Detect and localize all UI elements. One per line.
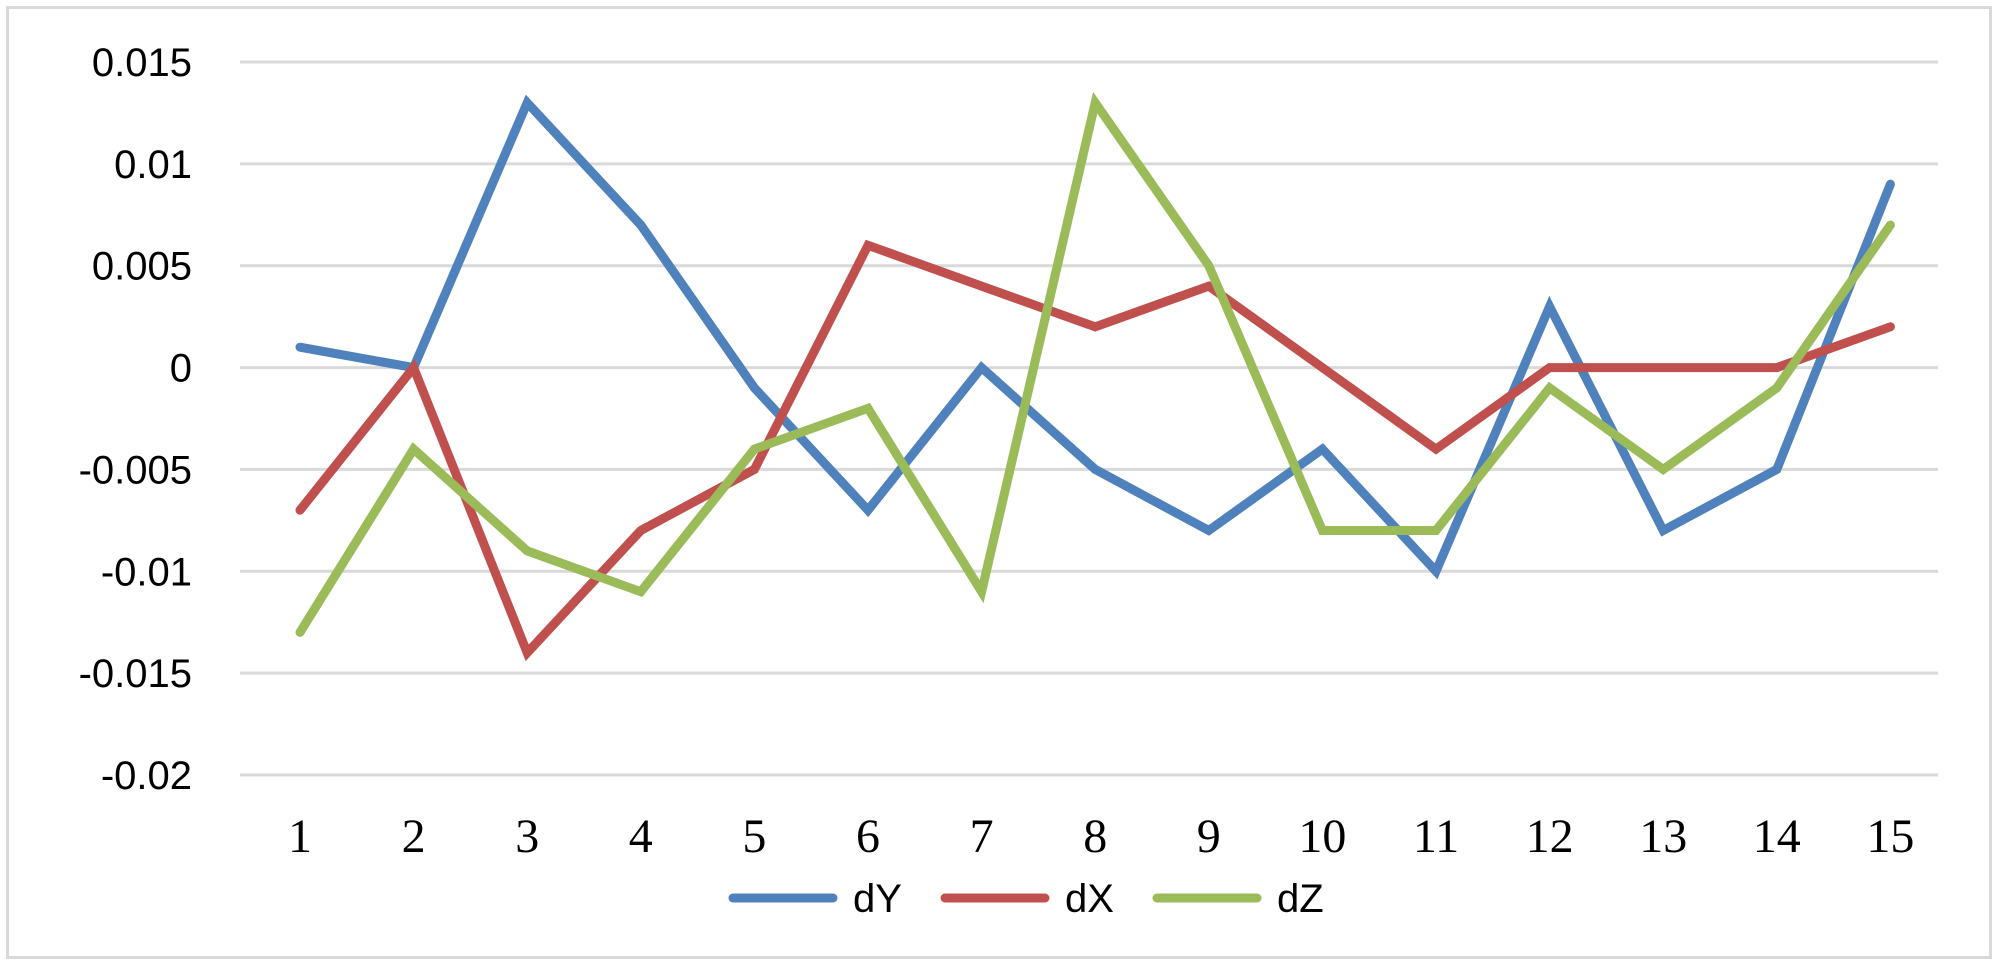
legend: dY dX dZ — [728, 877, 1324, 921]
x-tick-label: 13 — [1639, 810, 1687, 863]
x-tick-label: 12 — [1526, 810, 1574, 863]
y-axis-ticks: 0.015 0.01 0.005 0 -0.005 -0.01 -0.015 -0.02 — [79, 41, 192, 798]
x-tick-label: 7 — [970, 810, 994, 863]
series-line-dy — [295, 94, 1895, 580]
y-tick-label: -0.015 — [79, 652, 192, 696]
series-lines — [295, 91, 1895, 662]
x-tick-label: 2 — [402, 810, 426, 863]
legend-label-dz: dZ — [1277, 877, 1324, 921]
x-tick-label: 4 — [629, 810, 653, 863]
x-tick-label: 8 — [1083, 810, 1107, 863]
x-tick-label: 1 — [288, 810, 312, 863]
x-tick-label: 15 — [1866, 810, 1914, 863]
x-tick-label: 6 — [856, 810, 880, 863]
legend-label-dy: dY — [853, 877, 902, 921]
series-line-dx — [295, 239, 1895, 662]
y-tick-label: -0.02 — [101, 754, 192, 798]
x-tick-label: 5 — [742, 810, 766, 863]
x-tick-label: 14 — [1753, 810, 1801, 863]
x-axis-ticks: 1 2 3 4 5 6 7 8 9 10 11 12 13 14 15 — [288, 810, 1914, 863]
y-tick-label: 0 — [170, 347, 192, 391]
y-tick-label: 0.015 — [92, 41, 192, 85]
y-tick-label: -0.005 — [79, 448, 192, 492]
x-tick-label: 3 — [515, 810, 539, 863]
y-tick-label: -0.01 — [101, 550, 192, 594]
x-tick-label: 9 — [1197, 810, 1221, 863]
legend-label-dx: dX — [1065, 877, 1114, 921]
x-tick-label: 10 — [1298, 810, 1346, 863]
series-line-dz — [295, 91, 1895, 637]
y-tick-label: 0.01 — [114, 143, 192, 187]
x-tick-label: 11 — [1413, 810, 1459, 863]
y-tick-label: 0.005 — [92, 245, 192, 289]
